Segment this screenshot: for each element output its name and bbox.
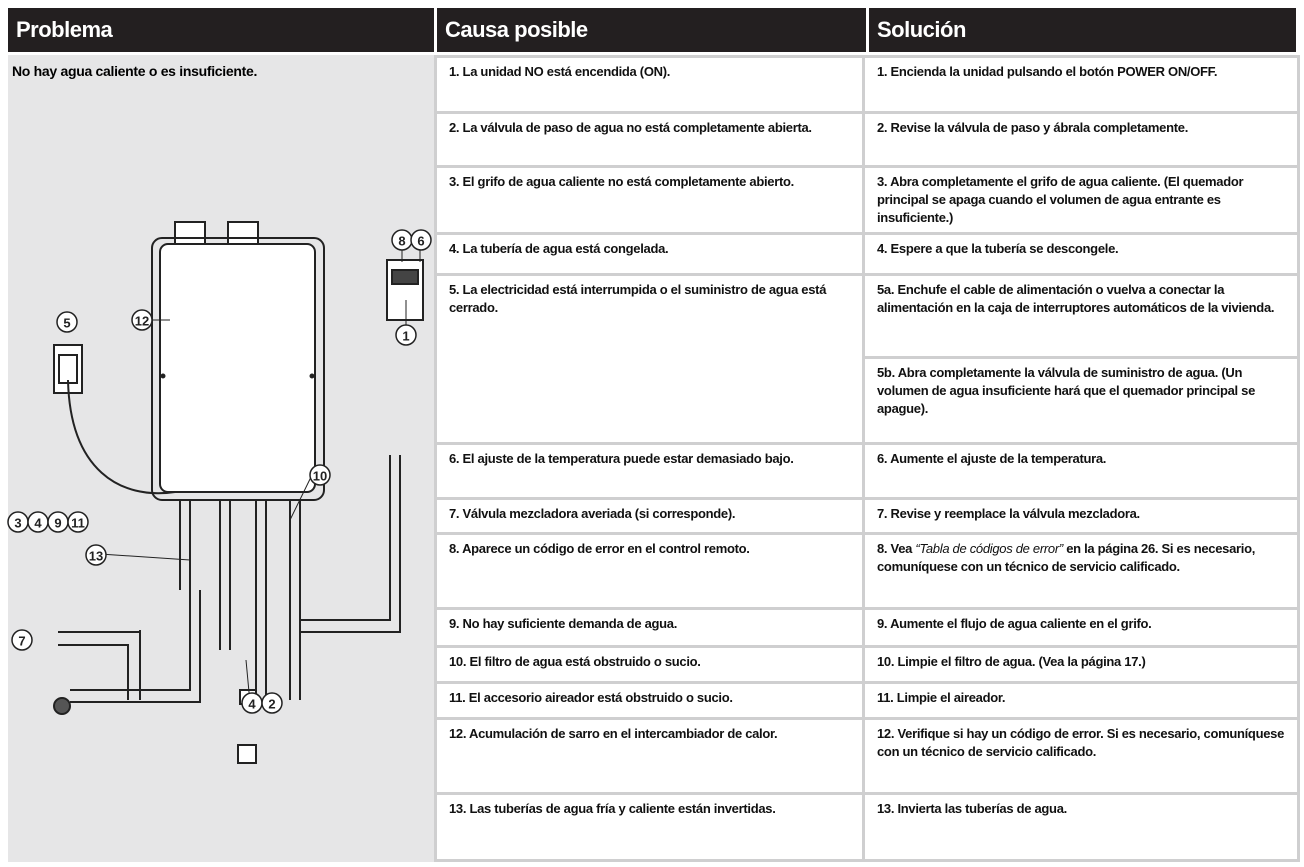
solution-cell: 2. Revise la válvula de paso y ábrala co… [865,114,1297,165]
callout-number: 9 [54,516,61,531]
text: en la página 26. Si es necesario, comuní… [877,541,1256,574]
callout-number: 11 [71,516,85,531]
text: 13. Invierta las tuberías de agua. [877,801,1067,816]
header-cause: Causa posible [434,8,866,52]
text: 7. Válvula mezcladora averiada (si corre… [449,506,736,521]
callout-circle [67,511,89,533]
header-solution: Solución [866,8,1296,52]
text: 2. La válvula de paso de agua no está co… [449,120,812,135]
callout-number: 8 [398,234,405,249]
callout-number: 13 [89,549,103,564]
cause-cell: 11. El accesorio aireador está obstruido… [437,684,862,717]
text: 8. Vea [877,541,916,556]
solution-cell: 3. Abra completamente el grifo de agua c… [865,168,1297,232]
cause-cell: 5. La electricidad está interrumpida o e… [437,276,862,442]
callout-number: 2 [268,697,275,712]
text: 5b. Abra completamente la válvula de sum… [877,365,1256,416]
text: 11. Limpie el aireador. [877,690,1006,705]
table: 1. La unidad NO está encendida (ON). 1. E… [434,55,1300,862]
callout-number: 7 [18,634,25,649]
text: 1. La unidad NO está encendida (ON). [449,64,671,79]
solution-cell: 1. Encienda la unidad pulsando el botón … [865,58,1297,111]
cause-cell: 9. No hay suficiente demanda de agua. [437,610,862,645]
callout-number: 1 [402,329,409,344]
callout-circle [410,229,432,251]
text: 11. El accesorio aireador está obstruido… [449,690,733,705]
callout-number: 6 [417,234,424,249]
problem-text: No hay agua caliente o es insuficiente. [12,63,258,79]
text: 5. La electricidad está interrumpida o e… [449,282,827,315]
callout-circle [85,544,107,566]
text: 3. El grifo de agua caliente no está com… [449,174,794,189]
solution-cell: 10. Limpie el filtro de agua. (Vea la pá… [865,648,1297,681]
solution-cell: 9. Aumente el flujo de agua caliente en … [865,610,1297,645]
text: 13. Las tuberías de agua fría y caliente… [449,801,776,816]
callout-circle [395,324,417,346]
cause-cell: 2. La válvula de paso de agua no está co… [437,114,862,165]
text: 12. Verifique si hay un código de error.… [877,726,1285,759]
solution-cell: 5a. Enchufe el cable de alimentación o v… [865,276,1297,356]
solution-cell: 7. Revise y reemplace la válvula mezclad… [865,500,1297,532]
cause-cell: 10. El filtro de agua está obstruido o s… [437,648,862,681]
text: 3. Abra completamente el grifo de agua c… [877,174,1244,225]
text: 2. Revise la válvula de paso y ábrala co… [877,120,1189,135]
text: 1. Encienda la unidad pulsando el botón … [877,64,1218,79]
solution-cell: 4. Espere a que la tubería se descongele… [865,235,1297,273]
text: 9. Aumente el flujo de agua caliente en … [877,616,1152,631]
cause-cell: 8. Aparece un código de error en el cont… [437,535,862,607]
callout-number: 12 [135,314,149,329]
text: 12. Acumulación de sarro en el intercamb… [449,726,778,741]
cause-cell: 7. Válvula mezcladora averiada (si corre… [437,500,862,532]
callout-number: 3 [14,516,21,531]
text: 8. Aparece un código de error en el cont… [449,541,750,556]
callout-number: 4 [248,697,256,712]
header-problem: Problema [8,8,434,52]
solution-cell: 6. Aumente el ajuste de la temperatura. [865,445,1297,497]
text: 7. Revise y reemplace la válvula mezclad… [877,506,1140,521]
callout-circle [56,311,78,333]
text: 6. Aumente el ajuste de la temperatura. [877,451,1107,466]
cause-cell: 1. La unidad NO está encendida (ON). [437,58,862,111]
solution-cell: 11. Limpie el aireador. [865,684,1297,717]
callout-number: 10 [313,469,327,484]
callout-number: 5 [63,316,70,331]
callout-number: 4 [34,516,42,531]
solution-cell: 13. Invierta las tuberías de agua. [865,795,1297,859]
text: 10. Limpie el filtro de agua. (Vea la pá… [877,654,1146,669]
cause-cell: 6. El ajuste de la temperatura puede est… [437,445,862,497]
callout-circle [131,309,153,331]
cause-cell: 3. El grifo de agua caliente no está com… [437,168,862,232]
text: 4. La tubería de agua está congelada. [449,241,669,256]
text: 10. El filtro de agua está obstruido o s… [449,654,701,669]
text: 4. Espere a que la tubería se descongele… [877,241,1119,256]
callout-circle [261,692,283,714]
text: 9. No hay suficiente demanda de agua. [449,616,678,631]
solution-cell: 12. Verifique si hay un código de error.… [865,720,1297,792]
cause-cell: 13. Las tuberías de agua fría y caliente… [437,795,862,859]
cause-cell: 4. La tubería de agua está congelada. [437,235,862,273]
text: 5a. Enchufe el cable de alimentación o v… [877,282,1275,315]
text: 6. El ajuste de la temperatura puede est… [449,451,794,466]
solution-cell: 8. Vea “Tabla de códigos de error” en la… [865,535,1297,607]
callout-circle [309,464,331,486]
reference: “Tabla de códigos de error” [915,541,1063,556]
cause-cell: 12. Acumulación de sarro en el intercamb… [437,720,862,792]
callout-circle [11,629,33,651]
solution-cell: 5b. Abra completamente la válvula de sum… [865,359,1297,442]
